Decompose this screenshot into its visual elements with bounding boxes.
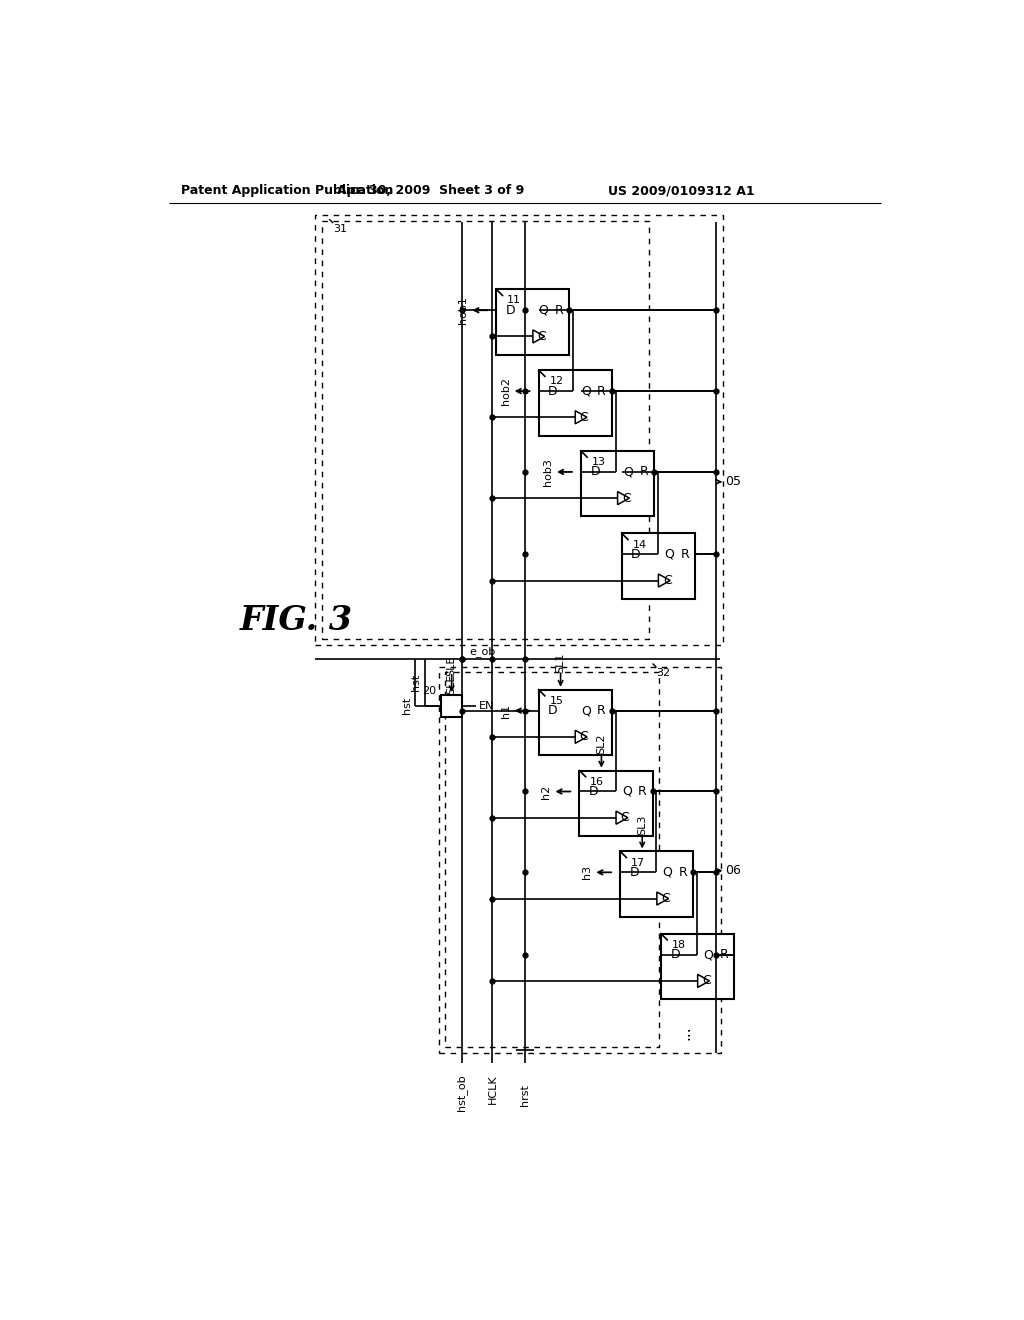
Text: 12: 12 [550,376,563,387]
Text: R: R [597,384,606,397]
Text: Q: Q [663,866,673,879]
Text: hob3: hob3 [543,458,553,486]
Bar [497,289,569,355]
Text: hst: hst [412,673,421,690]
Text: HCLK: HCLK [487,1074,498,1105]
Text: SL2: SL2 [596,734,606,754]
Text: FIG. 3: FIG. 3 [240,605,353,638]
Text: C: C [538,330,546,343]
Text: Q: Q [624,466,633,478]
Text: SL1: SL1 [556,652,565,673]
Text: C: C [702,974,711,987]
Bar [444,672,658,1047]
Text: US 2009/0109312 A1: US 2009/0109312 A1 [608,185,755,197]
Text: 20: 20 [422,686,436,696]
Bar [539,689,611,755]
Text: Apr. 30, 2009  Sheet 3 of 9: Apr. 30, 2009 Sheet 3 of 9 [337,185,524,197]
Text: 17: 17 [631,858,645,867]
Bar [539,370,611,436]
Text: SLE: SLE [446,673,457,694]
Text: C: C [621,812,629,824]
Text: hst_ob: hst_ob [457,1074,467,1111]
Text: C: C [622,491,631,504]
Bar [438,667,721,1053]
Text: R: R [679,866,687,879]
Text: EN: EN [479,701,495,711]
Text: Patent Application Publication: Patent Application Publication [180,185,393,197]
Text: C: C [662,892,670,906]
Text: 14: 14 [633,540,647,549]
Text: D: D [590,466,600,478]
Bar [322,220,649,639]
Text: Q: Q [581,704,591,717]
Text: SL3: SL3 [637,814,647,834]
Text: R: R [720,948,728,961]
Text: Q: Q [703,948,714,961]
Text: R: R [555,304,563,317]
Text: hob2: hob2 [501,378,511,405]
Text: 16: 16 [590,776,604,787]
Text: Q: Q [665,548,674,561]
Text: D: D [671,948,680,961]
Text: hob1: hob1 [458,296,468,325]
Bar [441,696,463,717]
Text: h1: h1 [501,704,511,718]
Bar [662,933,734,999]
Text: R: R [638,785,647,799]
Text: h2: h2 [542,784,551,799]
Text: Q: Q [622,785,632,799]
Text: C: C [580,730,589,743]
Text: 32: 32 [656,668,671,678]
Text: Q: Q [581,384,591,397]
Text: 05: 05 [725,475,741,488]
Text: R: R [597,704,606,717]
Bar [580,771,652,836]
Text: R: R [640,466,648,478]
Text: 15: 15 [550,696,563,706]
Bar [581,451,654,516]
Text: e_ob: e_ob [469,645,496,656]
Text: 06: 06 [725,865,741,878]
Text: D: D [589,785,598,799]
Bar [622,533,695,599]
Text: D: D [548,384,557,397]
Text: Q: Q [539,304,549,317]
Text: SLE: SLE [446,656,457,676]
Text: C: C [580,411,589,424]
Bar [621,851,693,917]
Text: C: C [663,574,672,587]
Text: 18: 18 [672,940,686,950]
Text: D: D [548,704,557,717]
Text: 11: 11 [507,296,521,305]
Text: h3: h3 [583,866,592,879]
Text: 13: 13 [592,457,606,467]
Text: D: D [506,304,515,317]
Text: 31: 31 [333,224,347,234]
Text: D: D [630,866,639,879]
Text: hst: hst [401,697,412,714]
Text: ...: ... [678,1026,692,1040]
Text: hrst: hrst [520,1084,529,1106]
Text: R: R [680,548,689,561]
Text: D: D [631,548,641,561]
Bar [315,215,724,645]
